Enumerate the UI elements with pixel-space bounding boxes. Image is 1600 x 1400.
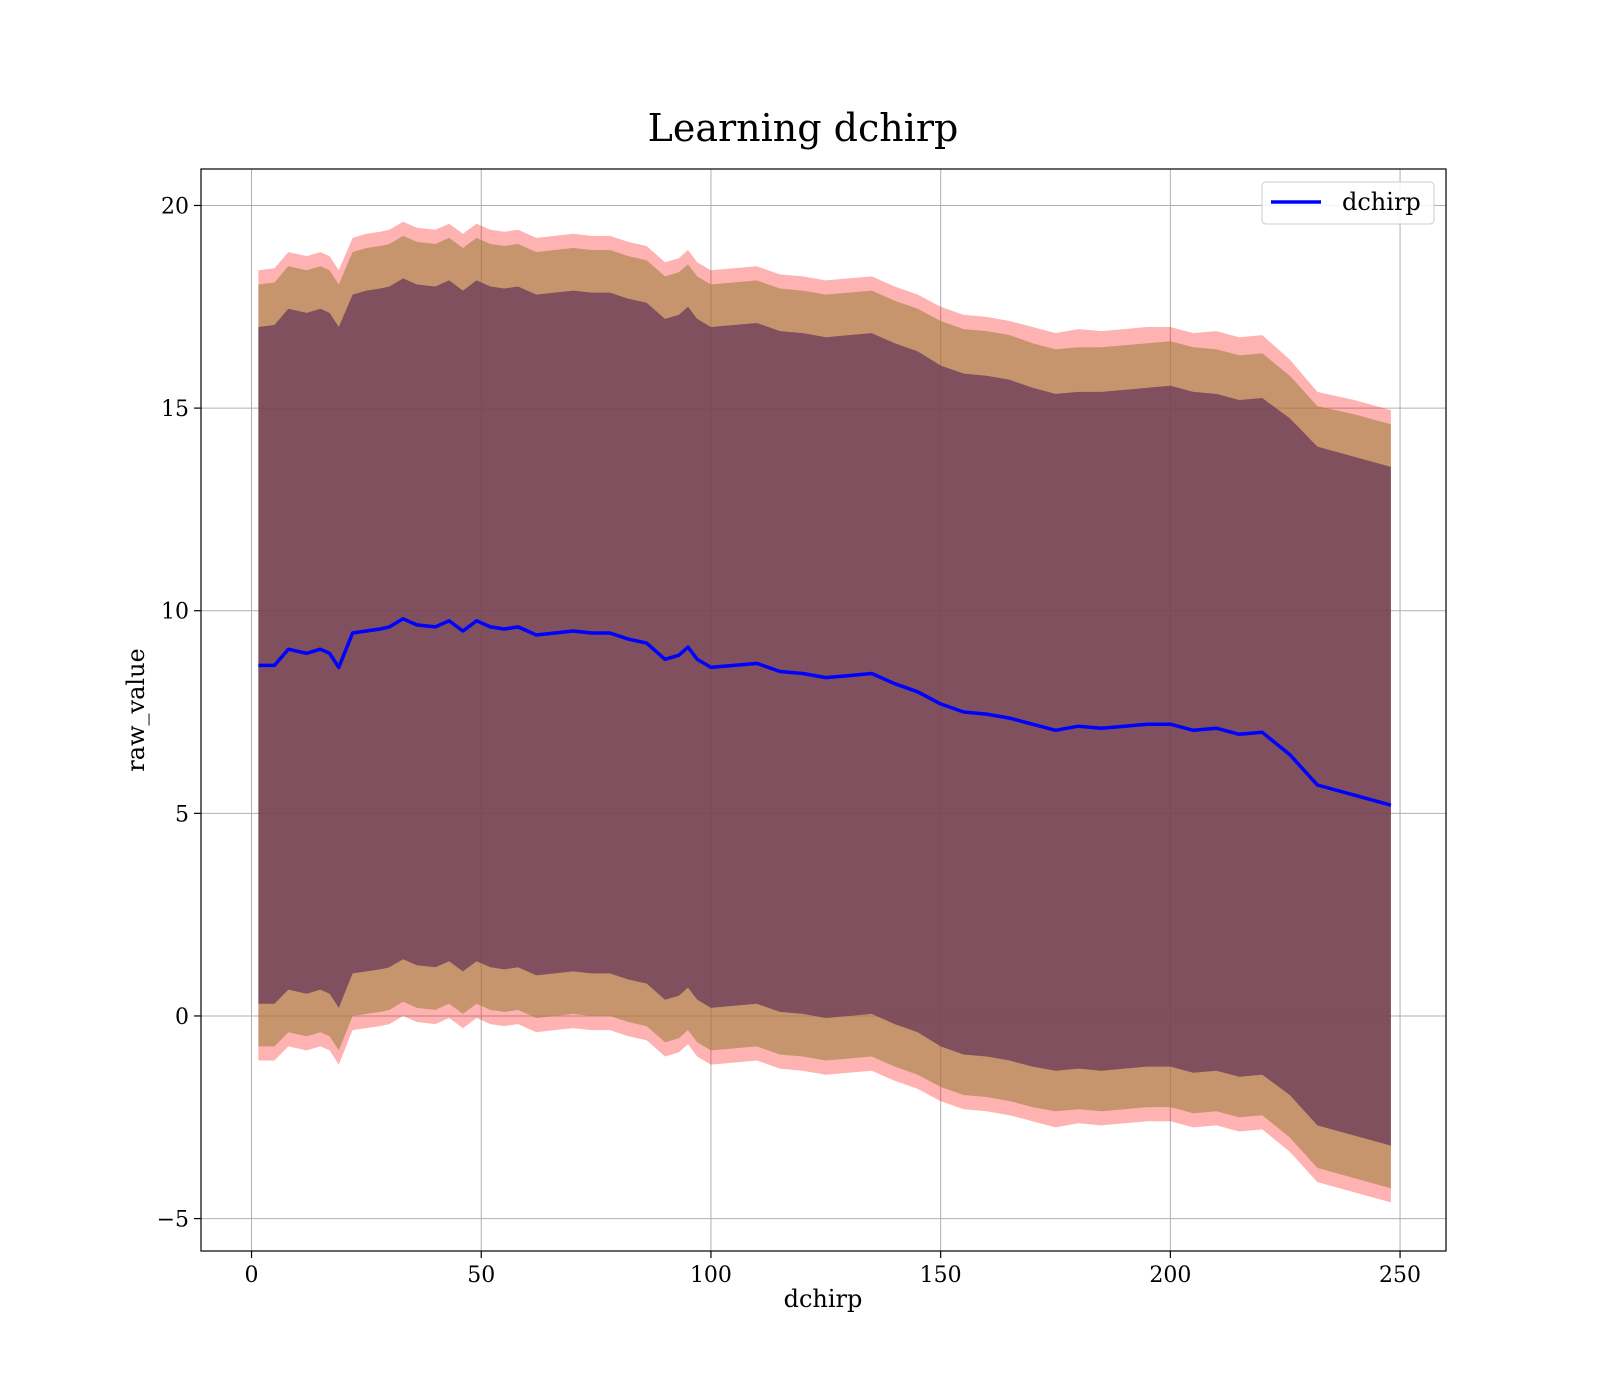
x-tick-label: 200 <box>1149 1263 1191 1288</box>
y-tick-label: 0 <box>175 1005 189 1030</box>
x-tick-label: 250 <box>1379 1263 1421 1288</box>
x-axis-label: dchirp <box>784 1285 863 1313</box>
x-tick-label: 150 <box>920 1263 962 1288</box>
y-tick-label: 5 <box>175 802 189 827</box>
y-tick-label: 15 <box>161 397 189 422</box>
y-tick-label: −5 <box>157 1208 189 1233</box>
series-lines <box>258 617 1392 807</box>
x-tick-label: 0 <box>245 1263 259 1288</box>
confidence-bands <box>258 221 1391 1203</box>
plot-frame <box>200 168 1447 1252</box>
x-tick-label: 50 <box>467 1263 495 1288</box>
band-inner <box>258 278 1391 1146</box>
ticks: 0 50 100 150 200 250 −5 0 5 10 15 20 <box>157 194 1421 1288</box>
y-axis-label: raw_value <box>122 648 150 772</box>
legend-label: dchirp <box>1342 188 1421 216</box>
y-tick-label: 20 <box>161 194 189 219</box>
y-tick-label: 10 <box>161 600 189 625</box>
legend-box <box>1261 181 1435 225</box>
legend: dchirp <box>1261 181 1435 225</box>
x-tick-label: 100 <box>690 1263 732 1288</box>
chart-title: Learning dchirp <box>648 106 959 150</box>
series-line-dchirp <box>258 617 1392 807</box>
